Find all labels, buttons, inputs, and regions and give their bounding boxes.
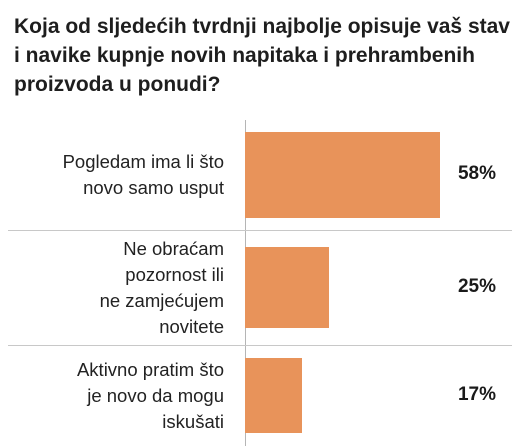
value-label: 25% bbox=[457, 276, 496, 297]
category-label: Pogledam ima li što novo samo usput bbox=[62, 151, 224, 198]
value-label: 58% bbox=[457, 163, 496, 184]
chart-row: Aktivno pratim što je novo da mogu iskuš… bbox=[0, 345, 520, 446]
row-divider bbox=[8, 230, 512, 231]
bar bbox=[245, 132, 440, 218]
row-divider bbox=[8, 345, 512, 346]
category-label: Aktivno pratim što je novo da mogu iskuš… bbox=[76, 359, 224, 432]
bar bbox=[245, 247, 329, 328]
category-label: Ne obraćam pozornost ili ne zamjećujem n… bbox=[99, 238, 224, 337]
chart-row: Ne obraćam pozornost ili ne zamjećujem n… bbox=[0, 230, 520, 345]
chart-row: Pogledam ima li što novo samo usput 58% bbox=[0, 120, 520, 230]
chart-title: Koja od sljedećih tvrdnji najbolje opisu… bbox=[14, 15, 510, 96]
value-label: 17% bbox=[457, 384, 496, 405]
bar bbox=[245, 358, 302, 433]
